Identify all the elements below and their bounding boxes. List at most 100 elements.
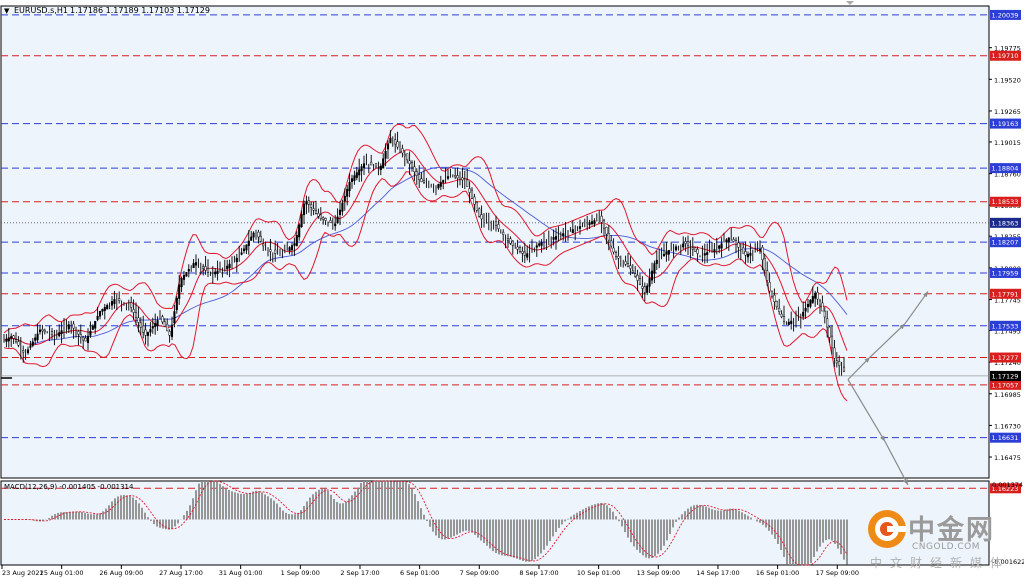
candle-body <box>242 248 246 252</box>
time-tick-label: 6 Sep 01:00 <box>400 569 439 577</box>
candle-body <box>166 323 169 332</box>
macd-histogram-bar <box>615 516 617 520</box>
main-plot-area <box>0 5 990 479</box>
macd-histogram-bar <box>672 519 674 528</box>
candle-body <box>766 270 769 281</box>
macd-histogram-bar <box>306 501 308 520</box>
macd-histogram-bar <box>801 519 803 565</box>
macd-histogram-bar <box>597 503 599 520</box>
macd-histogram-bar <box>711 509 713 520</box>
macd-histogram-bar <box>156 519 158 527</box>
macd-histogram-bar <box>447 519 449 539</box>
candle-body <box>154 323 157 327</box>
macd-histogram-bar <box>609 507 611 520</box>
candle-body <box>170 324 174 337</box>
time-tick-label: 25 Aug 01:00 <box>40 569 84 577</box>
macd-histogram-bar <box>543 519 545 550</box>
macd-histogram-bar <box>276 503 278 520</box>
price-tick-label: 1.19015 <box>994 139 1021 147</box>
macd-histogram-bar <box>207 481 209 520</box>
candle-body <box>300 214 303 227</box>
watermark-title: 中金网 <box>908 515 995 546</box>
candle-body <box>650 270 654 281</box>
macd-histogram-bar <box>681 514 683 520</box>
macd-histogram-bar <box>612 511 614 520</box>
candle-body <box>214 271 217 275</box>
candle-body <box>418 174 421 180</box>
macd-histogram-bar <box>486 519 488 546</box>
candle-body <box>742 247 745 254</box>
candle-body <box>442 180 445 183</box>
macd-histogram-bar <box>339 503 341 520</box>
candle-body <box>401 148 404 154</box>
candle-body <box>317 213 320 217</box>
macd-histogram-bar <box>450 519 452 538</box>
candle-body <box>103 307 106 311</box>
macd-histogram-bar <box>171 519 173 529</box>
macd-histogram-bar <box>798 519 800 565</box>
time-tick-label: 10 Sep 01:00 <box>577 569 620 577</box>
macd-histogram-bar <box>462 519 464 532</box>
candle-body <box>554 236 558 240</box>
macd-histogram-bar <box>99 513 101 520</box>
macd-histogram-bar <box>66 512 68 520</box>
candle-body <box>682 243 685 248</box>
candle-body <box>540 242 543 246</box>
forecast-arrowhead <box>903 478 908 485</box>
price-tick-label: 1.17495 <box>994 328 1021 336</box>
time-tick-label: 14 Sep 17:00 <box>696 569 739 577</box>
candle-body <box>22 350 25 353</box>
candle-body <box>72 323 75 329</box>
candle-body <box>358 169 361 176</box>
candle-body <box>293 243 296 246</box>
price-tick-label: 1.19520 <box>994 76 1021 84</box>
candle-body <box>509 238 512 244</box>
candle-body <box>288 247 291 252</box>
macd-histogram-bar <box>387 481 389 520</box>
candle-body <box>132 309 135 313</box>
candle-body <box>295 234 298 246</box>
candle-body <box>334 223 337 227</box>
candle-body <box>478 208 481 217</box>
macd-histogram-bar <box>780 519 782 550</box>
candle-body <box>823 310 826 318</box>
macd-histogram-bar <box>636 519 638 550</box>
candle-body <box>734 240 738 245</box>
macd-histogram-bar <box>372 481 374 520</box>
macd-histogram-bar <box>51 515 53 520</box>
header-arrow[interactable]: ▼ <box>4 7 10 15</box>
bollinger-middle-line <box>3 149 848 351</box>
candle-body <box>746 253 750 258</box>
candle-body <box>636 275 639 281</box>
macd-histogram-bar <box>822 519 824 543</box>
candle-body <box>494 221 498 226</box>
macd-histogram-bar <box>330 494 332 520</box>
macd-histogram-bar <box>720 510 722 520</box>
candle-body <box>480 214 483 220</box>
candle-body <box>348 181 351 192</box>
candle-body <box>10 336 13 339</box>
level-price-tag <box>990 50 1021 61</box>
candle-body <box>36 333 39 341</box>
macd-histogram-bar <box>648 519 650 559</box>
macd-histogram-bar <box>120 495 122 520</box>
macd-histogram-bar <box>279 507 281 520</box>
candle-body <box>422 180 426 183</box>
candle-body <box>34 337 37 341</box>
candle-body <box>646 285 649 293</box>
time-tick-label: 23 Aug 2021 <box>2 569 44 577</box>
macd-histogram-bar <box>78 511 80 520</box>
macd-histogram-bar <box>582 509 584 520</box>
candle-body <box>826 318 829 328</box>
macd-histogram-bar <box>738 510 740 520</box>
price-tick-label: 1.16475 <box>994 454 1021 462</box>
candle-body <box>216 270 219 274</box>
macd-histogram-bar <box>129 496 131 520</box>
macd-histogram-bar <box>189 505 191 520</box>
macd-histogram-bar <box>273 500 275 520</box>
candle-body <box>29 345 32 348</box>
candle-body <box>362 163 366 169</box>
macd-histogram-bar <box>237 493 239 520</box>
macd-histogram-bar <box>444 519 446 540</box>
macd-histogram-bar <box>810 519 812 563</box>
